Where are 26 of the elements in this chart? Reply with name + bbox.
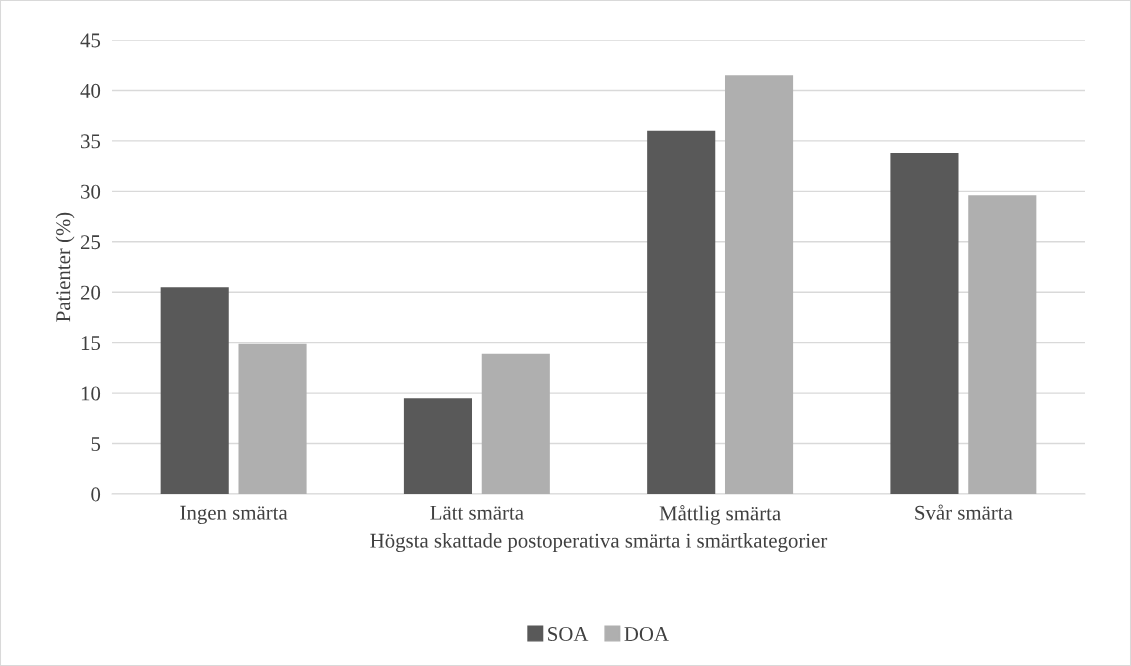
x-tick-label: Svår smärta [915,504,1013,520]
bar [403,398,473,494]
bar [238,343,307,494]
bar [890,153,959,494]
x-tick-label: Måttlig smärta [659,505,781,525]
y-tick-label: 40 [80,83,101,98]
x-axis-title: Högsta skattade postoperativa smärta i smärtkategorier [370,533,828,552]
bar [481,353,550,494]
bar [647,130,716,494]
bar [968,195,1037,494]
y-tick-label: 0 [91,487,101,502]
x-tick-label: Lätt smärta [430,505,524,520]
legend-label: DOA [624,627,669,642]
bar [160,287,229,494]
y-tick-label: 35 [81,134,101,149]
y-tick-label: 45 [80,33,101,48]
y-tick-label: 15 [81,336,101,351]
y-tick-label: 30 [81,184,101,199]
y-tick-label: 25 [80,235,101,250]
bar [724,75,794,494]
x-tick-label: Ingen smärta [180,505,288,524]
y-axis-title: Patienter (%) [55,212,75,322]
y-tick-label: 20 [80,285,101,300]
y-tick-label: 10 [81,386,101,401]
y-tick-label: 5 [91,437,101,451]
legend-label: SOA [548,627,589,642]
